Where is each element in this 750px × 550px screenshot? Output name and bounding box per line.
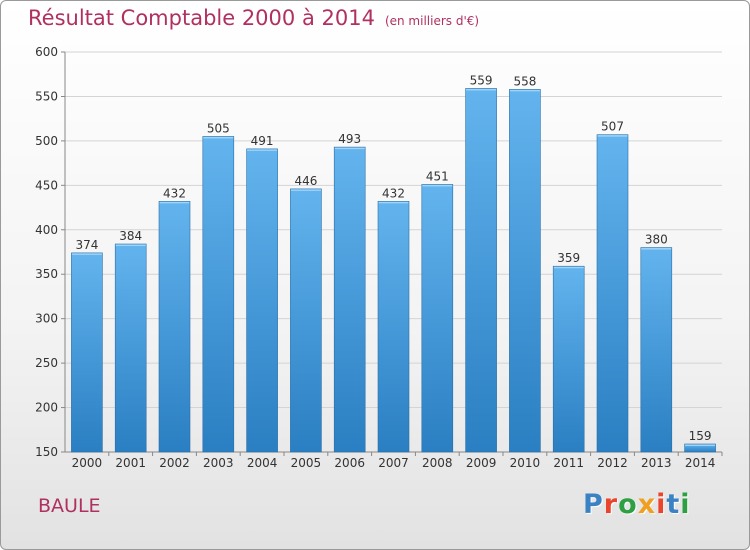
x-tick-label-2014: 2014 bbox=[685, 456, 716, 470]
bar-2007 bbox=[377, 201, 410, 453]
bar-2010 bbox=[509, 89, 541, 453]
bar-highlight bbox=[290, 189, 321, 191]
commune-name: BAULE bbox=[38, 495, 101, 517]
bar-highlight bbox=[203, 136, 234, 139]
y-tick-label: 350 bbox=[35, 267, 58, 281]
bar-2004 bbox=[246, 148, 278, 453]
x-tick-label-2008: 2008 bbox=[422, 456, 453, 470]
bar-2003 bbox=[202, 136, 235, 453]
x-tick-label-2009: 2009 bbox=[466, 456, 497, 470]
x-tick-label-2001: 2001 bbox=[115, 456, 146, 470]
y-tick-label: 150 bbox=[35, 445, 58, 459]
x-tick-label-2013: 2013 bbox=[641, 456, 672, 470]
value-label-2008: 451 bbox=[426, 169, 449, 183]
bar-2013 bbox=[640, 247, 673, 453]
y-tick-label: 200 bbox=[35, 401, 58, 415]
bar-highlight bbox=[685, 444, 716, 446]
bar-highlight bbox=[466, 88, 497, 91]
chart-title: Résultat Comptable 2000 à 2014 (en millie… bbox=[28, 6, 479, 30]
bar-highlight bbox=[509, 89, 540, 92]
bar-2000 bbox=[71, 252, 103, 453]
value-label-2005: 446 bbox=[294, 174, 317, 188]
x-tick-label-2003: 2003 bbox=[203, 456, 234, 470]
value-label-2003: 505 bbox=[207, 121, 230, 135]
bar-highlight bbox=[422, 184, 453, 187]
y-tick-label: 500 bbox=[35, 134, 58, 148]
bar-2002 bbox=[158, 201, 191, 453]
bar-highlight bbox=[115, 244, 146, 246]
x-tick-label-2010: 2010 bbox=[510, 456, 541, 470]
value-label-2001: 384 bbox=[119, 229, 142, 243]
bar-highlight bbox=[71, 253, 102, 255]
axis-layer: 150 200 250 300 350 400 450 500 550 600 2000 2001 20… bbox=[35, 45, 723, 470]
value-label-2004: 491 bbox=[251, 134, 274, 148]
bar-highlight bbox=[159, 201, 190, 204]
value-label-2009: 559 bbox=[470, 73, 493, 87]
y-tick-label: 250 bbox=[35, 356, 58, 370]
bar-2012 bbox=[596, 134, 629, 453]
bar-highlight bbox=[334, 147, 365, 150]
value-label-2006: 493 bbox=[338, 132, 361, 146]
bar-2006 bbox=[333, 146, 366, 453]
bar-2011 bbox=[552, 265, 585, 453]
x-tick-label-2002: 2002 bbox=[159, 456, 190, 470]
value-label-2002: 432 bbox=[163, 186, 186, 200]
bar-2014 bbox=[684, 443, 716, 453]
title-text: Résultat Comptable 2000 à 2014 bbox=[28, 6, 375, 30]
x-tick-label-2005: 2005 bbox=[291, 456, 322, 470]
value-label-2007: 432 bbox=[382, 186, 405, 200]
bar-highlight bbox=[378, 201, 409, 204]
unit-subtitle: (en milliers d'€) bbox=[384, 14, 480, 28]
x-tick-label-2000: 2000 bbox=[72, 456, 103, 470]
bar-2009 bbox=[465, 88, 497, 453]
value-label-2000: 374 bbox=[75, 238, 98, 252]
x-tick-label-2006: 2006 bbox=[334, 456, 365, 470]
value-label-2011: 359 bbox=[557, 251, 580, 265]
x-tick-label-2011: 2011 bbox=[553, 456, 584, 470]
value-label-2014: 159 bbox=[689, 429, 712, 443]
value-label-2010: 558 bbox=[513, 74, 536, 88]
value-label-2012: 507 bbox=[601, 120, 624, 134]
bar-2001 bbox=[114, 243, 147, 453]
y-tick-label: 550 bbox=[35, 89, 58, 103]
y-tick-label: 450 bbox=[35, 178, 58, 192]
y-tick-label: 600 bbox=[35, 45, 58, 59]
proxiti-logo[interactable]: Proxiti bbox=[583, 489, 691, 520]
y-tick-label: 300 bbox=[35, 312, 58, 326]
x-tick-label-2007: 2007 bbox=[378, 456, 409, 470]
bar-2005 bbox=[290, 188, 322, 453]
bar-highlight bbox=[597, 135, 628, 137]
y-tick-label: 400 bbox=[35, 223, 58, 237]
bar-layer: 374 384 432 505 491 446 493 432 451 559 558 359 507 3… bbox=[71, 73, 716, 453]
value-label-2013: 380 bbox=[645, 233, 668, 247]
bar-highlight bbox=[553, 266, 584, 269]
bar-highlight bbox=[641, 248, 672, 250]
bar-2008 bbox=[421, 184, 454, 453]
x-tick-label-2012: 2012 bbox=[597, 456, 628, 470]
x-tick-label-2004: 2004 bbox=[247, 456, 278, 470]
bar-highlight bbox=[247, 149, 278, 151]
